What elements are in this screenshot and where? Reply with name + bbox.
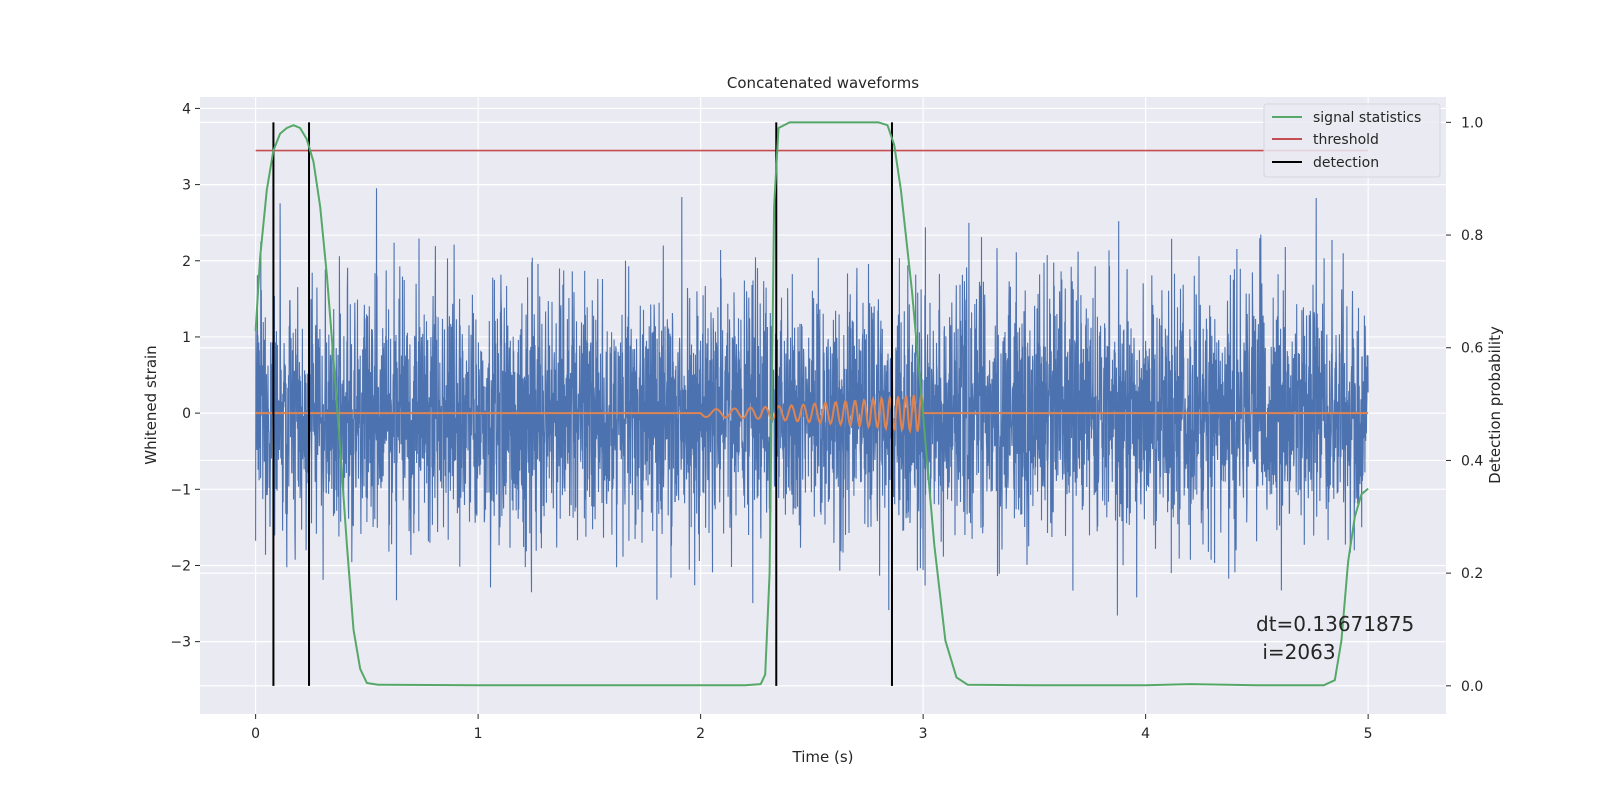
x-tick-label-1: 1 xyxy=(474,726,483,742)
injected-waveform-series xyxy=(255,394,1369,435)
x-tick-label-0: 0 xyxy=(251,726,260,742)
y-right-tick-label-4: 0.8 xyxy=(1461,228,1483,244)
y-right-tick-label-3: 0.6 xyxy=(1461,341,1483,357)
y-tick-label-0: −3 xyxy=(170,635,191,651)
x-tick-label-3: 3 xyxy=(919,726,928,742)
y-tick-label-7: 4 xyxy=(182,101,191,117)
y-tick-label-4: 1 xyxy=(182,330,191,346)
x-tick-label-5: 5 xyxy=(1364,726,1373,742)
y-right-tick-label-2: 0.4 xyxy=(1461,453,1483,469)
y-tick-label-6: 3 xyxy=(182,178,191,194)
strain-noise-line xyxy=(255,188,1369,616)
legend-label-threshold: threshold xyxy=(1313,132,1379,148)
y-right-tick-label-5: 1.0 xyxy=(1461,115,1483,131)
x-tick-label-2: 2 xyxy=(696,726,705,742)
y-tick-label-1: −2 xyxy=(170,558,191,574)
y-tick-label-3: 0 xyxy=(182,406,191,422)
chart-title: Concatenated waveforms xyxy=(727,74,919,92)
detection-series xyxy=(272,122,893,686)
signal-statistics-series xyxy=(254,121,1369,687)
legend: signal statistics threshold detection xyxy=(1263,103,1441,178)
y-axis-label: Whitened strain xyxy=(142,345,160,464)
chirp-line xyxy=(255,394,1369,435)
legend-label-signal-statistics: signal statistics xyxy=(1313,110,1421,126)
legend-box xyxy=(1263,103,1441,178)
y-tick-label-2: −1 xyxy=(170,482,191,498)
x-tick-label-4: 4 xyxy=(1141,726,1150,742)
x-axis-label: Time (s) xyxy=(792,748,854,766)
annotation-dt: dt=0.13671875 xyxy=(1256,612,1414,636)
legend-label-detection: detection xyxy=(1313,155,1379,171)
y-axis-label-right: Detection probability xyxy=(1486,326,1504,484)
ticks: 0 1 2 3 4 5 −3 −2 −1 0 1 2 3 4 0.0 0.2 0.4 0.6 0.8 1.0 xyxy=(170,101,1483,742)
y-right-tick-label-1: 0.2 xyxy=(1461,566,1483,582)
annotation-index: i=2063 xyxy=(1256,640,1336,664)
whitened-strain-series xyxy=(255,188,1369,616)
y-tick-label-5: 2 xyxy=(182,254,191,270)
signal-statistics-line xyxy=(254,121,1369,687)
y-right-tick-label-0: 0.0 xyxy=(1461,679,1483,695)
